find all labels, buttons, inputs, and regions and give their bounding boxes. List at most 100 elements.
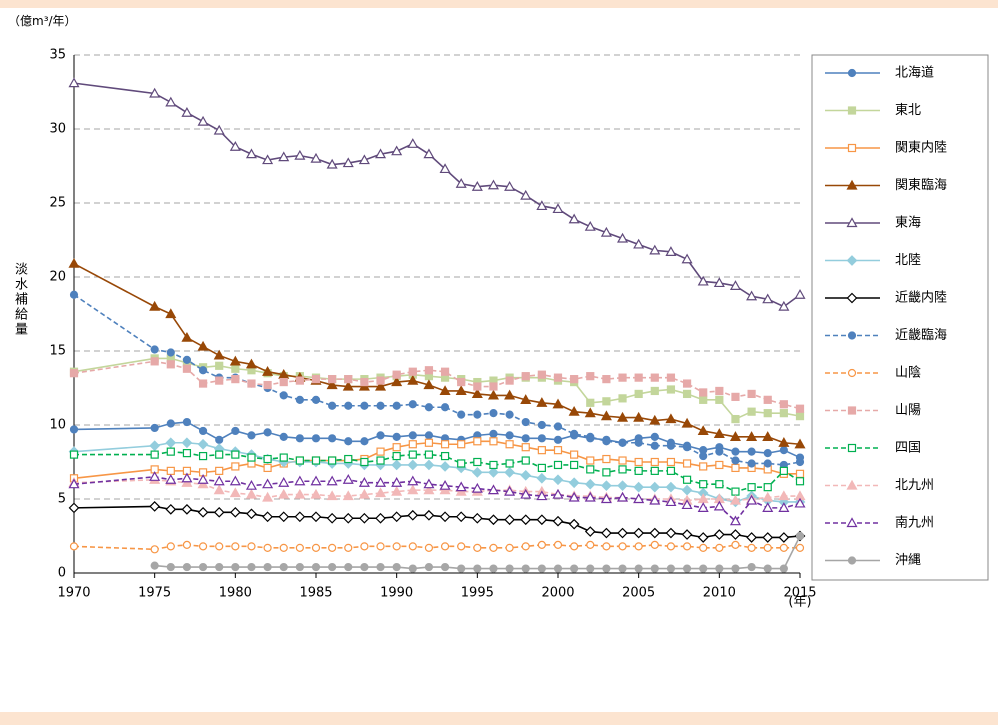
point bbox=[263, 562, 272, 572]
point bbox=[358, 488, 370, 499]
point bbox=[344, 543, 353, 552]
point bbox=[489, 460, 498, 470]
legend-label: 近畿臨海 bbox=[895, 328, 947, 343]
legend-label: 北海道 bbox=[895, 66, 934, 81]
point bbox=[715, 564, 724, 573]
point bbox=[537, 446, 546, 455]
point bbox=[618, 564, 627, 573]
point bbox=[846, 255, 858, 266]
point bbox=[600, 410, 612, 421]
point bbox=[665, 481, 677, 493]
point bbox=[375, 487, 387, 498]
point bbox=[391, 459, 403, 471]
point bbox=[665, 527, 677, 539]
point bbox=[649, 244, 661, 255]
point bbox=[602, 397, 611, 406]
point bbox=[439, 511, 451, 523]
point bbox=[344, 562, 353, 572]
point bbox=[473, 382, 482, 391]
point bbox=[247, 562, 256, 572]
point bbox=[181, 504, 193, 515]
point bbox=[294, 488, 306, 499]
point bbox=[713, 277, 725, 288]
point bbox=[570, 429, 579, 438]
point bbox=[375, 380, 387, 391]
point bbox=[263, 428, 272, 437]
point bbox=[553, 373, 563, 382]
point bbox=[278, 488, 290, 499]
point bbox=[279, 391, 288, 400]
point bbox=[763, 395, 772, 404]
point bbox=[471, 180, 483, 191]
point bbox=[763, 409, 772, 418]
point bbox=[295, 456, 304, 465]
point bbox=[847, 331, 857, 340]
point bbox=[763, 543, 772, 552]
point bbox=[778, 437, 790, 447]
point bbox=[328, 456, 337, 465]
x-tick-label: 2015 bbox=[783, 586, 816, 601]
point bbox=[262, 478, 274, 489]
point bbox=[310, 488, 322, 499]
point bbox=[682, 475, 692, 484]
point bbox=[457, 564, 466, 573]
bottom-band bbox=[0, 712, 998, 725]
point bbox=[360, 437, 369, 446]
point bbox=[392, 451, 401, 461]
point bbox=[150, 357, 159, 366]
point bbox=[537, 370, 546, 379]
point bbox=[847, 368, 857, 378]
point bbox=[215, 450, 224, 459]
point bbox=[69, 425, 79, 434]
point bbox=[665, 413, 677, 424]
point bbox=[521, 542, 530, 551]
point bbox=[326, 490, 338, 501]
point bbox=[439, 461, 451, 472]
point bbox=[311, 395, 321, 404]
point bbox=[650, 373, 659, 382]
point bbox=[666, 466, 676, 475]
point bbox=[392, 542, 401, 551]
x-tick-label: 1970 bbox=[57, 586, 90, 601]
point bbox=[229, 506, 241, 518]
point bbox=[762, 293, 774, 304]
point bbox=[666, 441, 676, 450]
point bbox=[181, 472, 193, 483]
point bbox=[847, 443, 857, 453]
point bbox=[602, 437, 611, 446]
point bbox=[602, 468, 611, 477]
point bbox=[552, 474, 564, 486]
point bbox=[424, 431, 434, 440]
point bbox=[407, 459, 419, 471]
point bbox=[229, 475, 241, 486]
top-band bbox=[0, 0, 998, 8]
y-tick-label: 10 bbox=[49, 418, 66, 433]
point bbox=[263, 454, 272, 464]
point bbox=[521, 456, 530, 465]
point bbox=[504, 467, 515, 478]
point bbox=[731, 414, 740, 424]
point bbox=[520, 488, 532, 499]
point bbox=[344, 401, 353, 410]
point bbox=[586, 372, 595, 381]
point bbox=[182, 449, 192, 458]
point bbox=[165, 504, 177, 515]
point bbox=[473, 457, 482, 467]
point bbox=[182, 417, 192, 427]
legend-label: 四国 bbox=[895, 441, 921, 456]
point bbox=[408, 400, 417, 409]
point bbox=[149, 471, 161, 481]
point bbox=[328, 562, 337, 572]
point bbox=[360, 562, 369, 572]
point bbox=[294, 149, 306, 160]
point bbox=[68, 478, 80, 489]
point bbox=[779, 466, 788, 475]
point bbox=[699, 395, 708, 404]
point bbox=[731, 463, 740, 473]
point bbox=[504, 514, 515, 526]
point bbox=[666, 457, 676, 467]
point bbox=[166, 447, 175, 456]
point bbox=[731, 564, 740, 573]
point bbox=[521, 434, 530, 443]
point bbox=[407, 509, 419, 521]
